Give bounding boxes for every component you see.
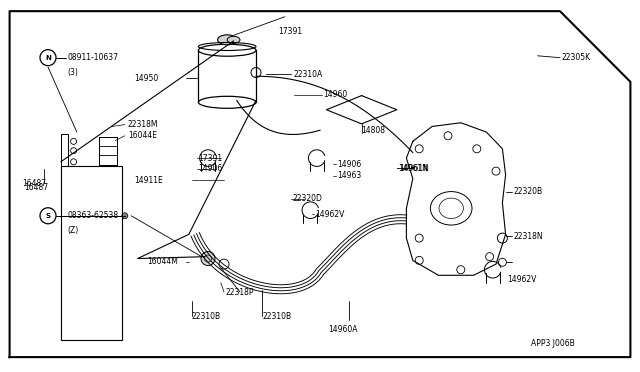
Text: 16044M: 16044M	[147, 257, 178, 266]
Text: 22318N: 22318N	[514, 232, 543, 241]
Text: 16044E: 16044E	[128, 131, 157, 140]
Text: 16487: 16487	[24, 183, 49, 192]
Text: APP3 J006B: APP3 J006B	[531, 339, 575, 348]
Text: 22318P: 22318P	[225, 288, 254, 296]
Text: ..: ..	[355, 102, 358, 107]
Text: 22310B: 22310B	[192, 312, 221, 321]
Text: 14950: 14950	[134, 74, 159, 83]
Circle shape	[201, 251, 215, 266]
Text: 22318M: 22318M	[128, 120, 159, 129]
Text: 14961N: 14961N	[398, 164, 428, 173]
Text: 14911E: 14911E	[134, 176, 163, 185]
Text: 22310A: 22310A	[293, 70, 323, 79]
Text: 16487: 16487	[22, 179, 47, 187]
Text: 22320B: 22320B	[514, 187, 543, 196]
Text: 17391: 17391	[198, 154, 223, 163]
Text: 22320D: 22320D	[292, 194, 323, 203]
Text: 22310B: 22310B	[262, 312, 292, 321]
Text: 14963: 14963	[337, 171, 362, 180]
Bar	[61, 134, 68, 166]
Text: (Z): (Z)	[67, 226, 79, 235]
Text: 22305K: 22305K	[562, 53, 591, 62]
Circle shape	[122, 213, 128, 219]
Text: 14962V: 14962V	[315, 210, 344, 219]
Text: 14808: 14808	[362, 126, 385, 135]
Text: S: S	[45, 213, 51, 219]
Text: 08911-10637: 08911-10637	[67, 53, 118, 62]
Text: 17391: 17391	[278, 27, 303, 36]
Circle shape	[219, 259, 229, 269]
Text: 14906: 14906	[337, 160, 362, 169]
Bar	[99, 137, 117, 165]
Text: 14962V: 14962V	[508, 275, 537, 284]
Text: N: N	[45, 55, 51, 61]
Ellipse shape	[227, 36, 240, 43]
Text: (3): (3)	[67, 68, 78, 77]
Text: 14961N: 14961N	[399, 164, 429, 173]
Text: 08363-62538: 08363-62538	[67, 211, 118, 220]
Ellipse shape	[218, 35, 237, 45]
Text: 14960A: 14960A	[328, 325, 358, 334]
Bar	[61, 166, 122, 340]
Text: 14960: 14960	[323, 90, 348, 99]
Text: 14906: 14906	[198, 164, 223, 173]
